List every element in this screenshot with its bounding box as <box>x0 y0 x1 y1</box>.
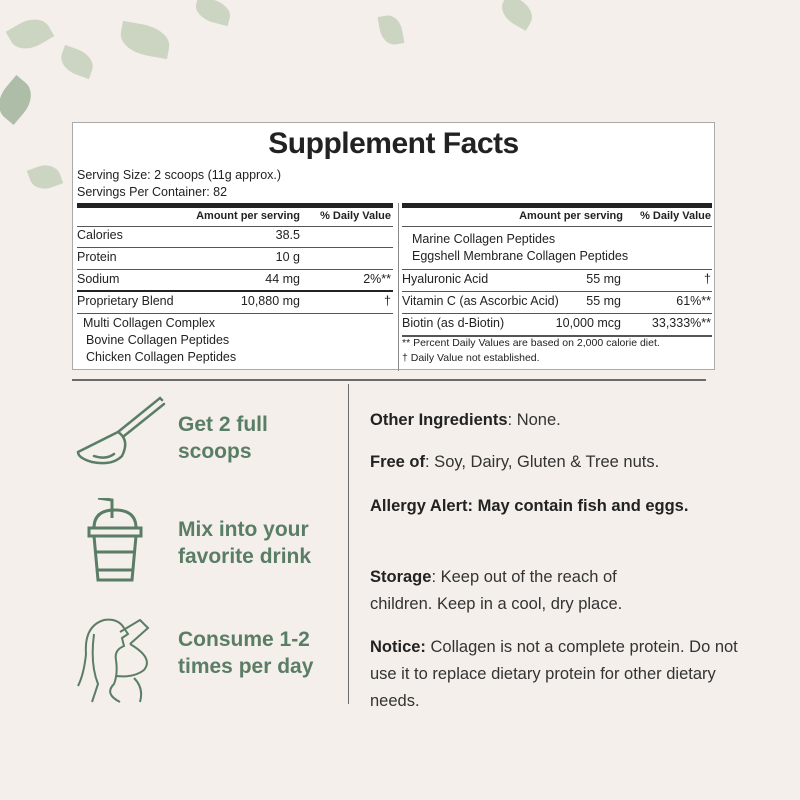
notice: Notice: Collagen is not a complete prote… <box>370 638 738 710</box>
blend-item: Bovine Collagen Peptides <box>86 333 230 347</box>
step-mix-drink: Mix into your favorite drink <box>178 518 312 568</box>
footnote: ** Percent Daily Values are based on 2,0… <box>402 337 660 349</box>
blend-item: Multi Collagen Complex <box>83 316 216 330</box>
servings-per-container: Servings Per Container: 82 <box>77 185 228 199</box>
supplement-facts-panel: Supplement Facts Serving Size: 2 scoops … <box>72 122 715 371</box>
facts-title: Supplement Facts <box>268 127 519 160</box>
free-of: Free of: Soy, Dairy, Gluten & Tree nuts. <box>370 453 660 471</box>
step-get-scoops: Get 2 full scoops <box>178 413 268 463</box>
allergy-alert: Allergy Alert: May contain fish and eggs… <box>370 497 689 515</box>
divider <box>72 379 706 381</box>
step-consume: Consume 1-2 times per day <box>178 628 314 678</box>
blend-item: Eggshell Membrane Collagen Peptides <box>412 249 629 263</box>
footnote: † Daily Value not established. <box>402 352 540 364</box>
cup-icon <box>87 498 143 582</box>
drinking-woman-icon <box>77 618 150 703</box>
amount-header-right: Amount per serving <box>519 210 623 222</box>
blend-item: Marine Collagen Peptides <box>412 232 556 246</box>
serving-size: Serving Size: 2 scoops (11g approx.) <box>77 168 282 182</box>
other-ingredients: Other Ingredients: None. <box>370 411 561 429</box>
storage: Storage: Keep out of the reach of childr… <box>370 568 623 613</box>
dv-header-right: % Daily Value <box>640 210 711 222</box>
blend-item: Chicken Collagen Peptides <box>86 350 237 364</box>
amount-header: Amount per serving <box>196 210 300 222</box>
divider-vertical <box>348 384 349 704</box>
scoop-icon <box>76 396 166 465</box>
dv-header: % Daily Value <box>320 210 391 222</box>
